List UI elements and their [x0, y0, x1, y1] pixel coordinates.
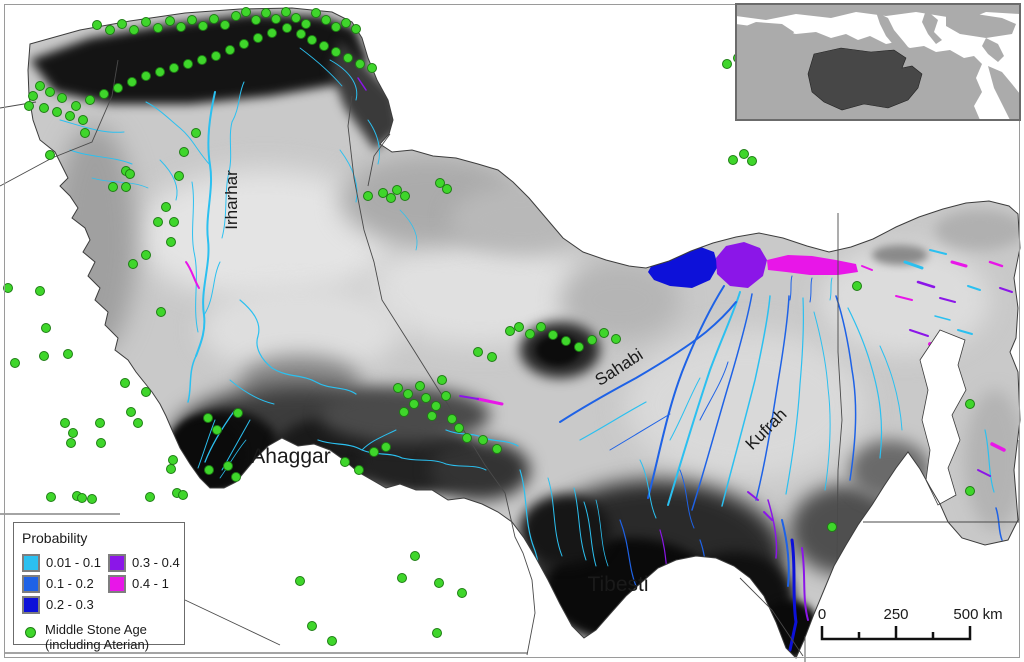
legend-title: Probability — [22, 530, 88, 546]
legend-item: 0.4 - 1 — [108, 574, 180, 593]
scale-label-0: 0 — [818, 606, 826, 623]
legend: Probability 0.01 - 0.1 0.3 - 0.4 0.1 - 0… — [13, 522, 185, 651]
legend-item: 0.01 - 0.1 — [22, 553, 108, 572]
inset-map — [735, 3, 1021, 121]
probability-swatch-icon — [22, 574, 40, 593]
legend-item-label: 0.4 - 1 — [132, 576, 169, 591]
map-frame — [4, 4, 1020, 658]
probability-swatch-icon — [108, 574, 126, 593]
legend-item-label: 0.2 - 0.3 — [46, 597, 94, 612]
label-irharhar: Irharhar — [222, 170, 241, 230]
scale-label-250: 250 — [883, 606, 908, 623]
probability-swatch-icon — [22, 595, 40, 614]
study-outline — [27, 7, 1021, 659]
legend-site-entry: Middle Stone Age (including Aterian) — [22, 622, 176, 652]
legend-items: 0.01 - 0.1 0.3 - 0.4 0.1 - 0.2 0.4 - 1 0… — [22, 552, 180, 615]
site-dot-icon — [25, 627, 36, 638]
label-tibesti: Tibesti — [587, 573, 648, 596]
scale-bar: 0 250 500 km — [818, 606, 1003, 641]
study-area-gap — [919, 329, 967, 506]
scale-bar-line — [820, 626, 972, 641]
inset-border — [735, 3, 1021, 121]
legend-item: 0.1 - 0.2 — [22, 574, 108, 593]
probability-river-layer — [59, 47, 1013, 652]
inset-landmasses — [736, 4, 1020, 120]
legend-item: 0.2 - 0.3 — [22, 595, 108, 614]
legend-item-label: 0.3 - 0.4 — [132, 555, 180, 570]
legend-item: 0.3 - 0.4 — [108, 553, 180, 572]
probability-swatch-icon — [108, 553, 126, 572]
country-borders — [0, 59, 1020, 662]
legend-item-label: 0.1 - 0.2 — [46, 576, 94, 591]
legend-item-label: 0.01 - 0.1 — [46, 555, 101, 570]
label-ahaggar: Ahaggar — [251, 445, 330, 468]
probability-swatch-icon — [22, 553, 40, 572]
legend-site-label: Middle Stone Age (including Aterian) — [45, 622, 150, 652]
scale-label-500km: 500 km — [953, 606, 1002, 623]
